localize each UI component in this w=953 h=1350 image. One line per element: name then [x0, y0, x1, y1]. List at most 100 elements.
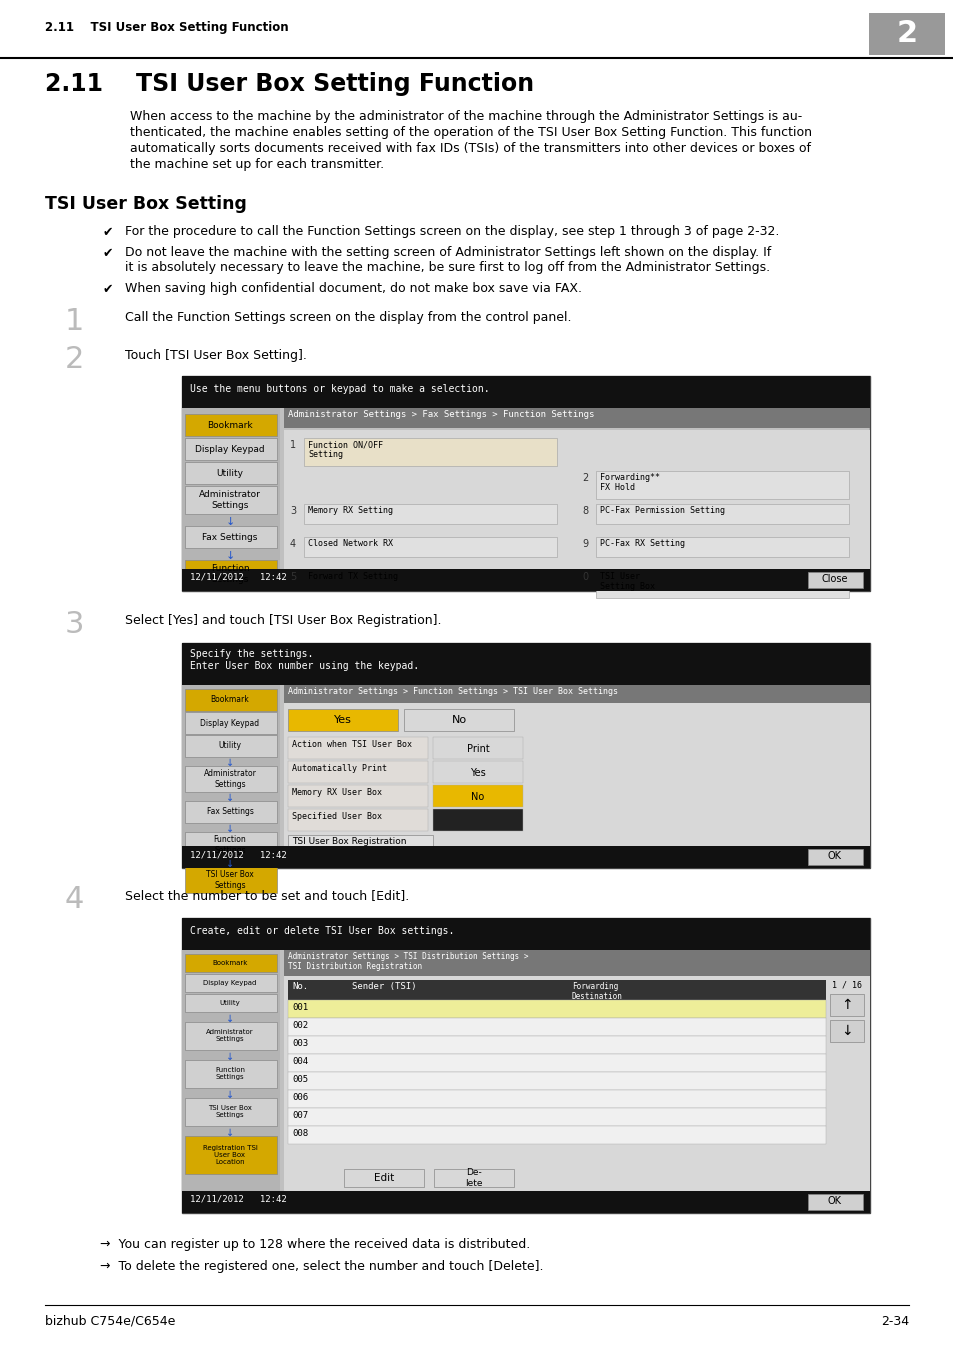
Bar	[182, 408, 280, 591]
Bar	[185, 765, 276, 792]
Bar	[185, 801, 276, 824]
Bar	[433, 809, 522, 832]
Text: TSI User Box Setting: TSI User Box Setting	[45, 194, 247, 213]
Text: the machine set up for each transmitter.: the machine set up for each transmitter.	[130, 158, 384, 171]
Bar	[288, 761, 428, 783]
Bar	[288, 1089, 825, 1108]
Bar	[185, 1060, 276, 1088]
Bar	[182, 950, 280, 1214]
Text: 8: 8	[581, 506, 587, 516]
Bar	[868, 14, 944, 55]
Text: No.: No.	[292, 981, 308, 991]
Text: Close: Close	[821, 574, 847, 585]
Text: 002: 002	[292, 1021, 308, 1030]
Text: bizhub C754e/C654e: bizhub C754e/C654e	[45, 1315, 175, 1328]
Text: 1: 1	[65, 306, 84, 336]
Bar	[288, 1054, 825, 1072]
Text: Administrator
Settings: Administrator Settings	[203, 769, 256, 788]
Text: 12/11/2012   12:42: 12/11/2012 12:42	[190, 1195, 287, 1204]
Text: Do not leave the machine with the setting screen of Administrator Settings left : Do not leave the machine with the settin…	[125, 246, 770, 259]
Bar	[288, 1035, 825, 1054]
Text: Memory RX Setting: Memory RX Setting	[308, 506, 393, 514]
Text: 2: 2	[65, 346, 84, 374]
Text: ↓: ↓	[226, 1052, 233, 1062]
Bar	[185, 414, 276, 436]
Text: Memory RX User Box: Memory RX User Box	[292, 788, 381, 796]
Text: When access to the machine by the administrator of the machine through the Admin: When access to the machine by the admini…	[130, 109, 801, 123]
Bar	[185, 526, 276, 548]
Text: Fax Settings: Fax Settings	[207, 807, 253, 817]
Text: ↑: ↑	[841, 998, 852, 1012]
Text: 005: 005	[292, 1075, 308, 1084]
Text: 008: 008	[292, 1129, 308, 1138]
Text: ↓: ↓	[225, 551, 234, 562]
Text: 006: 006	[292, 1094, 308, 1102]
Bar	[185, 867, 276, 892]
Text: Function
Settings: Function Settings	[214, 1068, 245, 1080]
Bar	[596, 471, 848, 500]
Text: 2.11    TSI User Box Setting Function: 2.11 TSI User Box Setting Function	[45, 20, 289, 34]
Text: OK: OK	[827, 850, 841, 861]
Text: Specified User Box: Specified User Box	[292, 811, 381, 821]
Text: thenticated, the machine enables setting of the operation of the TSI User Box Se: thenticated, the machine enables setting…	[130, 126, 811, 139]
Text: ↓: ↓	[226, 824, 233, 834]
Text: Create, edit or delete TSI User Box settings.: Create, edit or delete TSI User Box sett…	[190, 926, 454, 936]
Bar	[434, 1169, 514, 1187]
Text: Specify the settings.: Specify the settings.	[190, 649, 313, 659]
Text: 2.11    TSI User Box Setting Function: 2.11 TSI User Box Setting Function	[45, 72, 534, 96]
Bar	[596, 537, 848, 558]
Bar	[185, 734, 276, 757]
Bar	[284, 408, 869, 428]
Bar	[403, 709, 514, 730]
Text: Touch [TSI User Box Setting].: Touch [TSI User Box Setting].	[125, 350, 307, 362]
Bar	[288, 1108, 825, 1126]
Bar	[182, 643, 869, 684]
Bar	[433, 737, 522, 759]
Text: →  To delete the registered one, select the number and touch [Delete].: → To delete the registered one, select t…	[100, 1260, 543, 1273]
Text: ↓: ↓	[226, 757, 233, 768]
Text: Forwarding**
FX Hold: Forwarding** FX Hold	[599, 472, 659, 493]
Text: Action when TSI User Box: Action when TSI User Box	[292, 740, 412, 749]
Text: ↓: ↓	[226, 792, 233, 803]
Text: Bookmark: Bookmark	[207, 420, 253, 429]
Text: 2-34: 2-34	[880, 1315, 908, 1328]
Text: 9: 9	[581, 539, 587, 549]
Bar	[182, 846, 869, 868]
Bar	[185, 973, 276, 992]
Bar	[182, 684, 280, 868]
Text: Display Keypad: Display Keypad	[195, 444, 265, 454]
Text: De-
lete: De- lete	[465, 1168, 482, 1188]
Text: 004: 004	[292, 1057, 308, 1066]
Bar	[185, 1098, 276, 1126]
Text: 1: 1	[290, 440, 295, 450]
Bar	[284, 976, 869, 1191]
Text: Administrator Settings > Function Settings > TSI User Box Settings: Administrator Settings > Function Settin…	[288, 687, 618, 697]
Bar	[185, 560, 276, 589]
Text: 3: 3	[65, 610, 85, 639]
Bar	[182, 918, 869, 1214]
Bar	[284, 684, 869, 703]
Text: Bookmark: Bookmark	[213, 960, 248, 967]
Text: PC-Fax Permission Setting: PC-Fax Permission Setting	[599, 506, 724, 514]
Text: 5: 5	[290, 572, 296, 582]
Text: →  You can register up to 128 where the received data is distributed.: → You can register up to 128 where the r…	[100, 1238, 530, 1251]
Bar	[185, 711, 276, 734]
Text: 1 / 16: 1 / 16	[831, 980, 862, 990]
Text: Call the Function Settings screen on the display from the control panel.: Call the Function Settings screen on the…	[125, 310, 571, 324]
Text: Automatically Print: Automatically Print	[292, 764, 387, 774]
Bar	[182, 918, 869, 950]
Text: 12/11/2012   12:42: 12/11/2012 12:42	[190, 572, 287, 582]
Bar	[182, 568, 869, 591]
Text: ↓: ↓	[226, 1089, 233, 1100]
Bar	[185, 1022, 276, 1050]
Bar	[182, 643, 869, 868]
Bar	[182, 1191, 869, 1214]
Text: No: No	[451, 716, 466, 725]
Text: 3: 3	[290, 506, 295, 516]
Text: Print: Print	[466, 744, 489, 755]
Bar	[596, 504, 848, 524]
Text: For the procedure to call the Function Settings screen on the display, see step : For the procedure to call the Function S…	[125, 225, 779, 238]
Bar	[596, 570, 848, 598]
Bar	[185, 486, 276, 514]
Bar	[433, 761, 522, 783]
